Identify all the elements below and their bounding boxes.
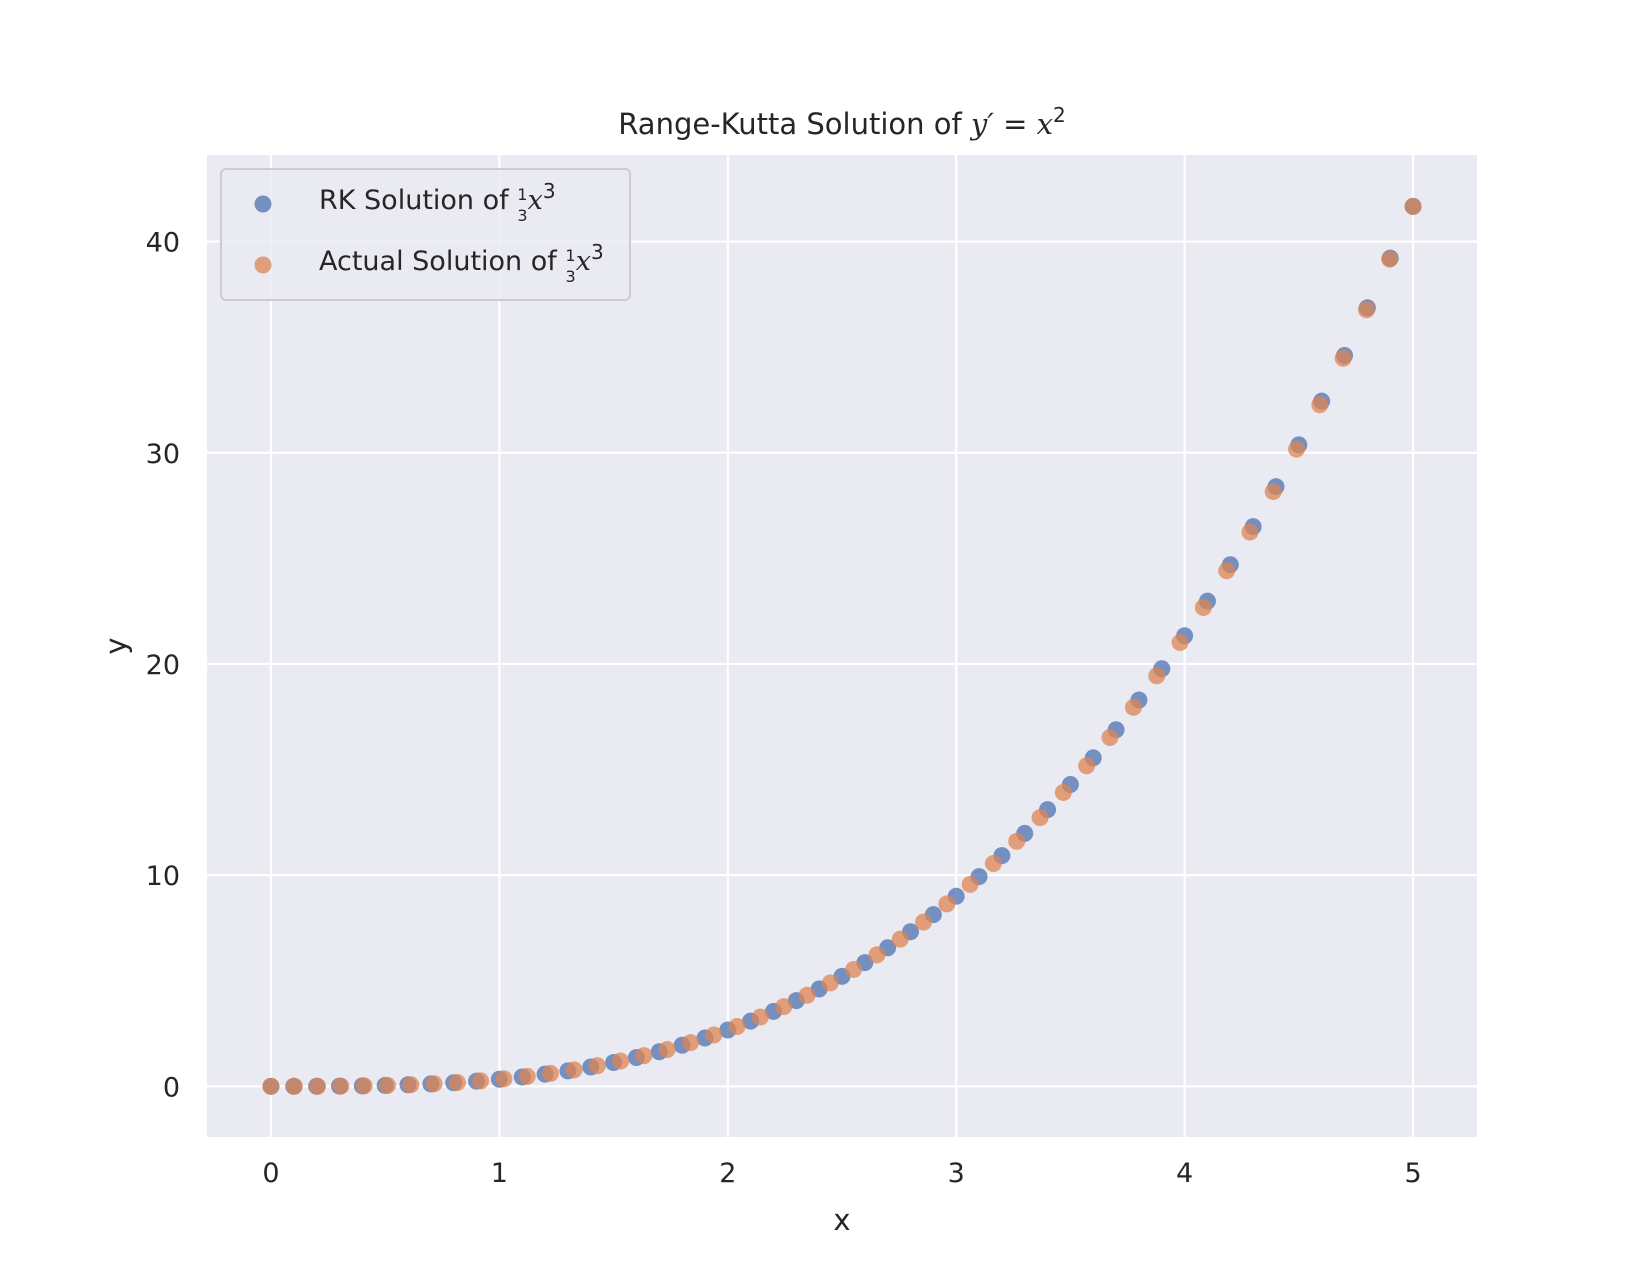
y-tick-label: 30 [146, 439, 180, 470]
legend-label-rk: RK Solution of 1 3x3 [319, 179, 556, 225]
actual-point [472, 1072, 490, 1090]
actual-point [1381, 250, 1399, 268]
scatter-points [262, 197, 1422, 1095]
y-axis-label: y [99, 637, 133, 654]
y-tick-label: 40 [146, 228, 180, 259]
actual-point [309, 1077, 327, 1095]
actual-point [1194, 599, 1212, 617]
x-tick-label: 1 [491, 1158, 508, 1189]
actual-point [402, 1076, 420, 1094]
actual-point [1241, 523, 1259, 541]
actual-point [1171, 634, 1189, 652]
actual-point [868, 946, 886, 964]
legend: RK Solution of 1 3x3 Actual Solution of 1… [220, 168, 631, 301]
actual-point [355, 1077, 373, 1095]
actual-point [1101, 728, 1119, 746]
actual-point [1054, 783, 1072, 801]
actual-point [588, 1057, 606, 1075]
actual-point [1031, 809, 1049, 827]
actual-point [984, 855, 1002, 873]
actual-point [1288, 440, 1306, 458]
actual-point [728, 1017, 746, 1035]
actual-point [751, 1008, 769, 1026]
actual-point [682, 1034, 700, 1052]
actual-point [1311, 396, 1329, 414]
x-tick-label: 5 [1404, 1158, 1421, 1189]
actual-point [285, 1077, 303, 1095]
actual-point [332, 1077, 350, 1095]
actual-point [262, 1077, 280, 1095]
legend-marker-actual [254, 256, 272, 274]
actual-point [775, 998, 793, 1016]
chart-title: Range-Kutta Solution of y′ = x2 [618, 103, 1065, 141]
actual-point [658, 1041, 676, 1059]
actual-point [565, 1061, 583, 1079]
actual-point [378, 1076, 396, 1094]
y-tick-label: 10 [146, 861, 180, 892]
x-tick-labels: 0 1 2 3 4 5 [262, 1158, 1421, 1189]
actual-point [891, 930, 909, 948]
actual-point [915, 913, 933, 931]
actual-point [705, 1026, 723, 1044]
actual-point [938, 895, 956, 913]
actual-point [1078, 757, 1096, 775]
actual-point [845, 960, 863, 978]
x-tick-label: 4 [1176, 1158, 1193, 1189]
actual-point [821, 974, 839, 992]
actual-point [1008, 832, 1026, 850]
actual-point [1148, 667, 1166, 685]
y-tick-label: 0 [163, 1072, 180, 1103]
x-tick-label: 0 [262, 1158, 279, 1189]
actual-point [542, 1064, 560, 1082]
actual-point [612, 1052, 630, 1070]
actual-point [798, 986, 816, 1004]
actual-point [1357, 301, 1375, 319]
y-tick-label: 20 [146, 650, 180, 681]
y-tick-labels: 0 10 20 30 40 [146, 228, 180, 1104]
actual-point [448, 1073, 466, 1091]
legend-box [220, 168, 631, 301]
actual-point [961, 875, 979, 893]
actual-point [495, 1070, 513, 1088]
actual-point [1404, 197, 1422, 215]
actual-point [635, 1047, 653, 1065]
legend-label-actual: Actual Solution of 1 3x3 [319, 240, 604, 286]
title-exponent: 2 [1053, 103, 1066, 127]
actual-point [1334, 349, 1352, 367]
x-tick-label: 2 [719, 1158, 736, 1189]
plot-area [207, 155, 1477, 1137]
actual-point [1218, 562, 1236, 580]
series-actual [262, 197, 1422, 1095]
title-lhs: y′ [969, 107, 994, 141]
title-base: x [1037, 107, 1053, 141]
x-axis-label: x [833, 1203, 850, 1237]
x-tick-label: 3 [948, 1158, 965, 1189]
actual-point [518, 1067, 536, 1085]
actual-point [1124, 698, 1142, 716]
legend-marker-rk [254, 195, 272, 213]
actual-point [425, 1075, 443, 1093]
actual-point [1264, 483, 1282, 501]
